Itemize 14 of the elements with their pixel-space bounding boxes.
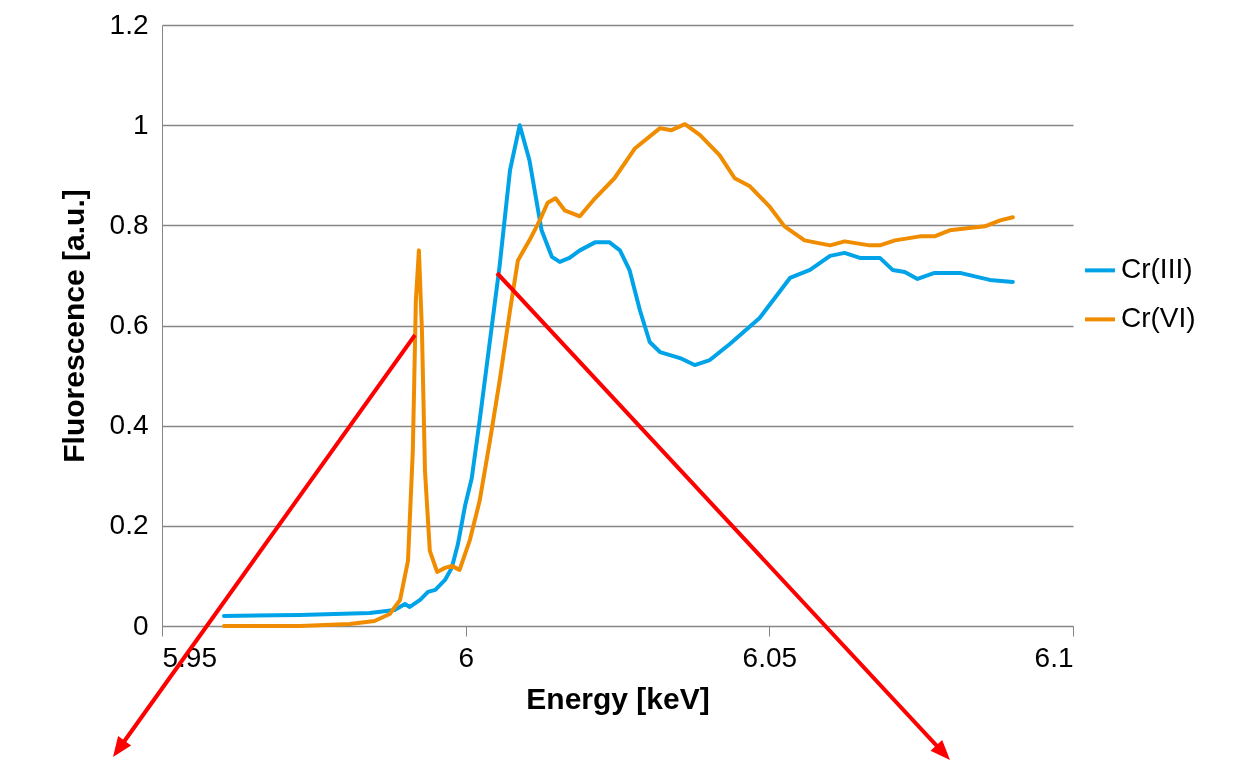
y-tick-label: 0.6 (109, 309, 149, 340)
y-axis-title: Fluorescence [a.u.] (56, 189, 90, 463)
y-tick-label: 0.2 (109, 509, 149, 541)
y-tick-label: 1 (132, 108, 149, 140)
x-axis-title: Energy [keV] (526, 681, 710, 715)
y-tick-label: 1.2 (109, 8, 149, 40)
y-tick-label: 0.4 (109, 409, 149, 441)
y-tick-label: 0 (132, 609, 149, 641)
legend-label: Cr(III) (1121, 253, 1193, 285)
x-tick-label: 6.05 (742, 641, 798, 673)
y-tick-label: 0.8 (109, 208, 149, 240)
x-tick-label: 6.1 (1034, 641, 1074, 673)
x-tick-label: 6 (458, 641, 474, 673)
legend-label: Cr(VI) (1121, 302, 1196, 334)
